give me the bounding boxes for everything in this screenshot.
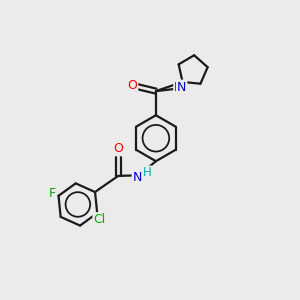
Text: O: O xyxy=(128,79,137,92)
Text: Cl: Cl xyxy=(93,213,106,226)
Text: N: N xyxy=(177,81,186,94)
Text: N: N xyxy=(133,171,142,184)
Text: N: N xyxy=(174,81,184,94)
Text: O: O xyxy=(113,142,123,155)
Text: F: F xyxy=(49,187,56,200)
Text: H: H xyxy=(143,167,152,179)
